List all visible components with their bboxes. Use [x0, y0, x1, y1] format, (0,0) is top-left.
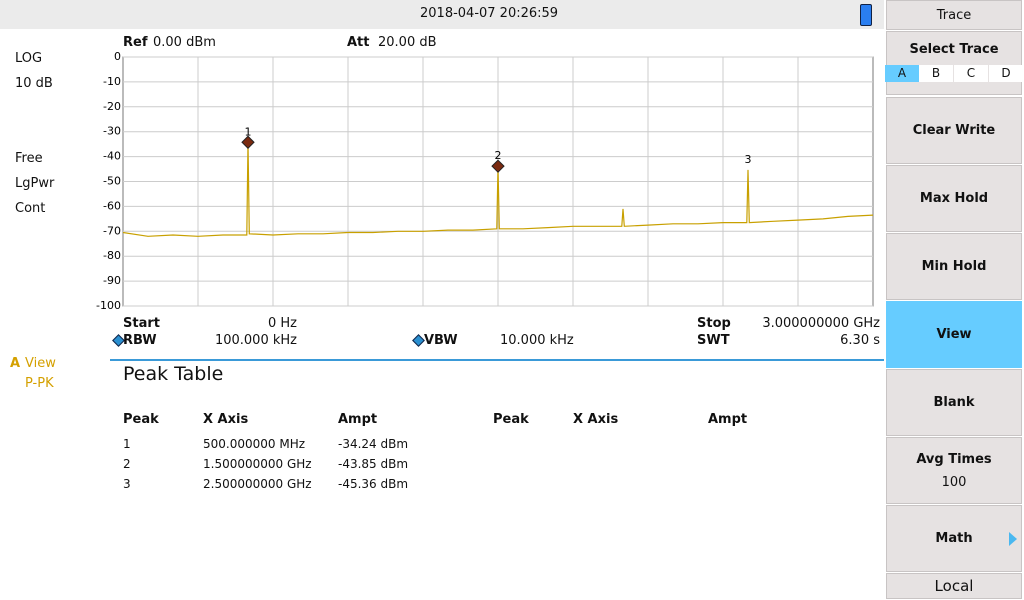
table-cell: -34.24 dBm: [338, 437, 409, 451]
marker: [241, 135, 255, 149]
y-tick-label: -80: [103, 249, 121, 262]
table-cell: 1.500000000 GHz: [203, 457, 312, 471]
rbw-label: RBW: [123, 333, 157, 348]
att-value: 20.00 dB: [378, 35, 437, 50]
detector: P-PK: [25, 376, 54, 391]
select-trace: Select Trace: [886, 31, 1022, 95]
local-button[interactable]: Local: [886, 573, 1022, 599]
trace: [122, 142, 874, 237]
marker-label: 1: [245, 125, 252, 138]
trace-tab[interactable]: C: [954, 65, 988, 82]
table-cell: 2: [123, 457, 131, 471]
att-label: Att: [347, 35, 370, 50]
y-tick-label: 0: [114, 50, 121, 63]
menu-button[interactable]: Min Hold: [886, 233, 1022, 300]
y-tick-label: -20: [103, 100, 121, 113]
stop-value: 3.000000000 GHz: [762, 316, 880, 331]
avg-times-button[interactable]: Avg Times 100: [886, 437, 1022, 504]
table-header: X Axis: [573, 412, 619, 427]
battery-icon: [860, 4, 872, 26]
chart: 0 -10 -20 -30 -40 -50 -60 -70 -80 -90 -100 1 2 3: [96, 50, 874, 312]
menu-button[interactable]: View: [886, 301, 1022, 368]
y-tick-label: -70: [103, 224, 121, 237]
y-tick-label: -60: [103, 199, 121, 212]
table-cell: 1: [123, 437, 131, 451]
divider: [110, 359, 884, 361]
y-tick-label: -30: [103, 125, 121, 138]
math-button[interactable]: Math: [886, 505, 1022, 572]
table-header: Peak: [493, 412, 529, 427]
y-tick-label: -10: [103, 75, 121, 88]
table-cell: 2.500000000 GHz: [203, 477, 312, 491]
avg-type: LgPwr: [15, 176, 55, 191]
vbw-icon: [412, 334, 425, 347]
menu-title: Trace: [886, 0, 1022, 30]
scale-div: 10 dB: [15, 76, 53, 91]
ref-label: Ref: [123, 35, 148, 50]
start-value: 0 Hz: [267, 316, 297, 331]
table-header: Ampt: [338, 412, 378, 427]
peak-table-title: Peak Table: [123, 363, 224, 385]
menu-button[interactable]: Clear Write: [886, 97, 1022, 164]
scale-type: LOG: [15, 51, 43, 66]
ref-value: 0.00 dBm: [153, 35, 216, 50]
trigger: Free: [15, 151, 43, 166]
table-header: X Axis: [203, 412, 249, 427]
avg-times-label: Avg Times: [916, 451, 992, 467]
trace-tab[interactable]: B: [919, 65, 953, 82]
swt-label: SWT: [697, 333, 730, 348]
rbw-value: 100.000 kHz: [214, 333, 297, 348]
y-tick-label: -90: [103, 274, 121, 287]
y-tick-label: -40: [103, 150, 121, 163]
math-label: Math: [935, 531, 973, 546]
menu-button[interactable]: Blank: [886, 369, 1022, 436]
select-trace-label: Select Trace: [909, 42, 999, 57]
start-label: Start: [123, 316, 160, 331]
trace-tab[interactable]: A: [885, 65, 919, 82]
avg-times-value: 100: [941, 474, 967, 490]
datetime: 2018-04-07 20:26:59: [420, 6, 559, 21]
top-bar: [0, 0, 884, 29]
marker-label: 3: [745, 153, 752, 166]
marker-label: 2: [495, 149, 502, 162]
menu-button[interactable]: Max Hold: [886, 165, 1022, 232]
marker: [491, 159, 505, 173]
table-header: Peak: [123, 412, 159, 427]
swt-value: 6.30 s: [840, 333, 880, 348]
table-header: Ampt: [708, 412, 748, 427]
stop-label: Stop: [697, 316, 731, 331]
y-tick-label: -100: [96, 299, 121, 312]
sweep: Cont: [15, 201, 46, 216]
trace-state: View: [25, 356, 56, 371]
vbw-label: VBW: [424, 333, 458, 348]
table-cell: 500.000000 MHz: [203, 437, 306, 451]
y-tick-label: -50: [103, 175, 121, 188]
submenu-arrow: [1009, 532, 1017, 546]
trace-tab[interactable]: D: [989, 65, 1023, 82]
table-cell: -45.36 dBm: [338, 477, 409, 491]
table-cell: -43.85 dBm: [338, 457, 409, 471]
vbw-value: 10.000 kHz: [500, 333, 574, 348]
trace-label: A: [10, 356, 21, 371]
table-cell: 3: [123, 477, 131, 491]
